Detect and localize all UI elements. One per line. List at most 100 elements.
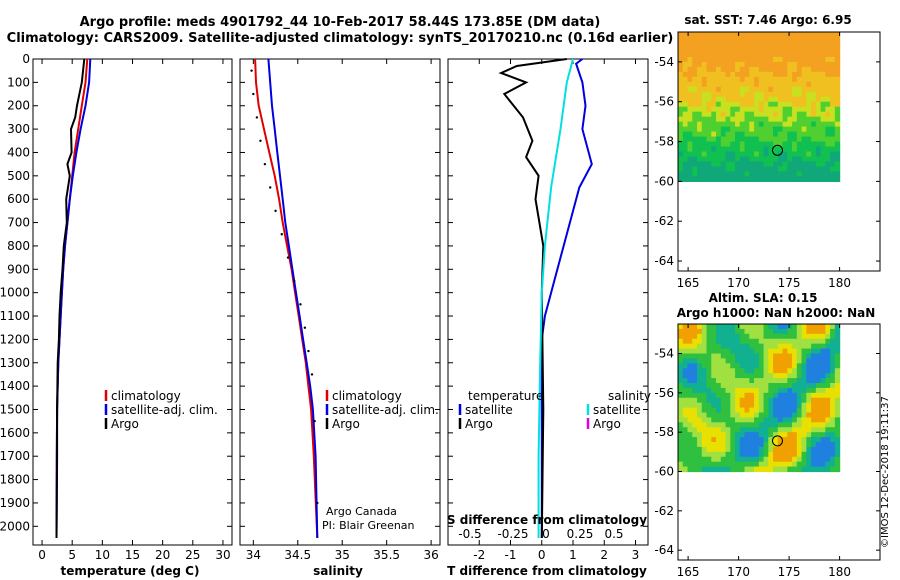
heatmap-cell [806, 397, 812, 404]
heatmap-cell [725, 328, 731, 335]
heatmap-cell [834, 166, 841, 173]
heatmap-cell [792, 417, 798, 423]
heatmap-cell [834, 432, 841, 438]
heatmap-cell [815, 442, 822, 448]
heatmap-cell [706, 451, 712, 458]
heatmap-cell [796, 451, 803, 458]
heatmap-cell [711, 126, 717, 133]
heatmap-cell [820, 41, 826, 48]
heatmap-cell [692, 166, 698, 173]
heatmap-cell [711, 348, 717, 355]
heatmap-cell [758, 378, 765, 384]
heatmap-cell [815, 422, 822, 428]
heatmap-cell [735, 368, 741, 374]
heatmap-cell [806, 348, 812, 355]
heatmap-cell [777, 338, 784, 345]
heatmap-cell [834, 427, 841, 433]
heatmap-cell [834, 412, 841, 419]
heatmap-cell [711, 51, 717, 58]
heatmap-cell [749, 71, 755, 78]
heatmap-cell [716, 101, 722, 108]
heatmap-cell [825, 41, 831, 48]
heatmap-cell [697, 151, 703, 158]
heatmap-cell [768, 51, 774, 58]
heatmap-cell [806, 56, 812, 63]
heatmap-cell [815, 36, 822, 43]
heatmap-cell [716, 76, 722, 83]
heatmap-cell [773, 373, 779, 379]
heatmap-cell [711, 116, 717, 123]
heatmap-cell [744, 176, 750, 182]
heatmap-cell [825, 91, 831, 98]
heatmap-cell [716, 333, 722, 340]
heatmap-cell [720, 166, 727, 173]
heatmap-cell [777, 387, 784, 394]
heatmap-cell [763, 451, 769, 458]
heatmap-cell [777, 171, 784, 177]
heatmap-cell [825, 343, 831, 350]
heatmap-cell [830, 161, 836, 168]
heatmap-cell [830, 397, 836, 404]
heatmap-cell [720, 397, 727, 404]
heatmap-cell [711, 383, 717, 389]
heatmap-cell [820, 461, 826, 468]
heatmap-cell [773, 461, 779, 468]
heatmap-cell [701, 121, 708, 128]
map-y-tick-label: -54 [654, 55, 674, 69]
heatmap-cell [777, 373, 784, 379]
heatmap-cell [782, 61, 788, 68]
heatmap-cell [711, 427, 717, 433]
heatmap-cell [796, 328, 803, 335]
heatmap-cell [744, 368, 750, 374]
heatmap-cell [678, 427, 684, 433]
heatmap-cell [820, 456, 826, 463]
heatmap-cell [739, 442, 746, 448]
heatmap-cell [773, 91, 779, 98]
heatmap-cell [730, 392, 736, 399]
heatmap-cell [739, 171, 746, 177]
heatmap-cell [720, 32, 727, 38]
heatmap-cell [820, 46, 826, 53]
heatmap-cell [787, 387, 793, 394]
heatmap-cell [768, 156, 774, 163]
series-line-climatology [254, 58, 319, 539]
heatmap-cell [730, 131, 736, 138]
heatmap-cell [678, 131, 684, 138]
heatmap-cell [749, 121, 755, 128]
heatmap-cell [792, 146, 798, 153]
heatmap-cell [830, 333, 836, 340]
heatmap-cell [825, 81, 831, 88]
heatmap-cell [820, 171, 826, 177]
heatmap-cell [768, 324, 774, 330]
heatmap-cell [716, 397, 722, 404]
heatmap-cell [706, 66, 712, 73]
heatmap-cell [716, 343, 722, 350]
heatmap-cell [801, 51, 807, 58]
heatmap-cell [806, 171, 812, 177]
heatmap-cell [777, 466, 784, 473]
argo-point [313, 419, 316, 423]
heatmap-cell [678, 432, 684, 438]
heatmap-cell [806, 106, 812, 113]
heatmap-cell [711, 146, 717, 153]
heatmap-cell [792, 121, 798, 128]
heatmap-cell [758, 46, 765, 53]
heatmap-cell [796, 146, 803, 153]
heatmap-cell [754, 427, 760, 433]
heatmap-cell [806, 166, 812, 173]
heatmap-cell [801, 61, 807, 68]
heatmap-cell [749, 131, 755, 138]
heatmap-cell [730, 338, 736, 345]
heatmap-cell [744, 96, 750, 103]
heatmap-cell [820, 451, 826, 458]
heatmap-cell [739, 46, 746, 53]
heatmap-cell [692, 442, 698, 448]
heatmap-cell [811, 427, 817, 433]
heatmap-cell [687, 121, 693, 128]
heatmap-cell [815, 166, 822, 173]
heatmap-cell [678, 387, 684, 394]
heatmap-cell [806, 161, 812, 168]
heatmap-cell [735, 373, 741, 379]
heatmap-cell [758, 373, 765, 379]
heatmap-cell [682, 166, 689, 173]
